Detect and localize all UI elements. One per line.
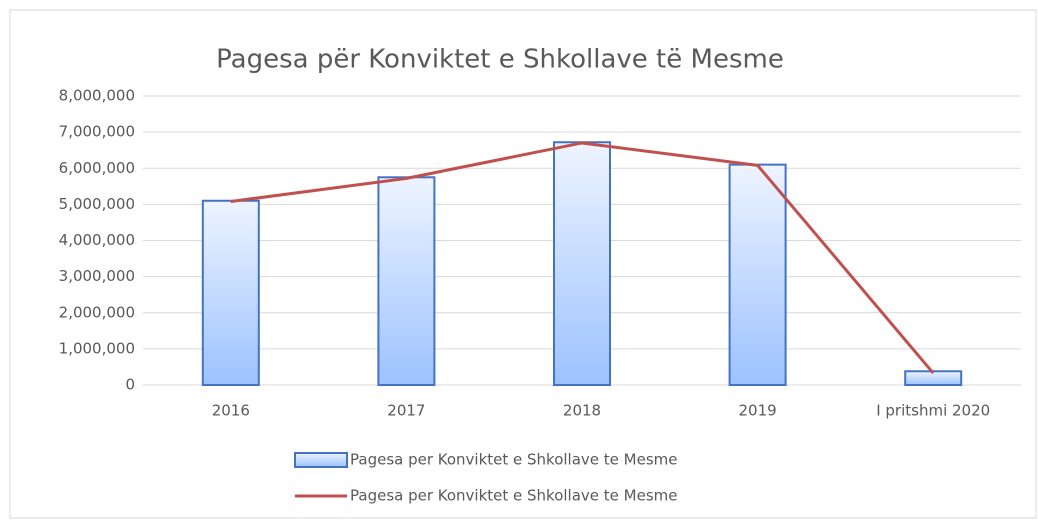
y-tick-label: 0 — [125, 376, 135, 394]
y-tick-label: 4,000,000 — [59, 231, 135, 249]
legend-label: Pagesa per Konviktet e Shkollave te Mesm… — [350, 487, 678, 505]
chart-title: Pagesa për Konviktet e Shkollave të Mesm… — [216, 45, 784, 75]
y-tick-label: 1,000,000 — [59, 339, 135, 357]
bar — [553, 141, 611, 386]
y-tick-label: 2,000,000 — [59, 303, 135, 321]
y-tick-label: 8,000,000 — [59, 87, 135, 105]
legend-swatch — [294, 452, 348, 468]
x-tick-label: 2019 — [739, 402, 777, 420]
legend-label: Pagesa per Konviktet e Shkollave te Mesm… — [350, 451, 678, 469]
x-tick-label: I pritshmi 2020 — [876, 402, 990, 420]
y-tick-label: 7,000,000 — [59, 123, 135, 141]
bar — [728, 163, 787, 386]
chart-border — [9, 9, 1037, 519]
x-tick-label: 2017 — [387, 402, 425, 420]
line — [230, 141, 935, 375]
bar — [201, 199, 260, 386]
x-tick-label: 2016 — [212, 402, 250, 420]
y-tick-label: 5,000,000 — [59, 195, 135, 213]
bar — [377, 176, 436, 386]
x-tick-label: 2018 — [563, 402, 601, 420]
y-tick-label: 3,000,000 — [59, 267, 135, 285]
bar — [904, 370, 963, 386]
y-tick-label: 6,000,000 — [59, 159, 135, 177]
